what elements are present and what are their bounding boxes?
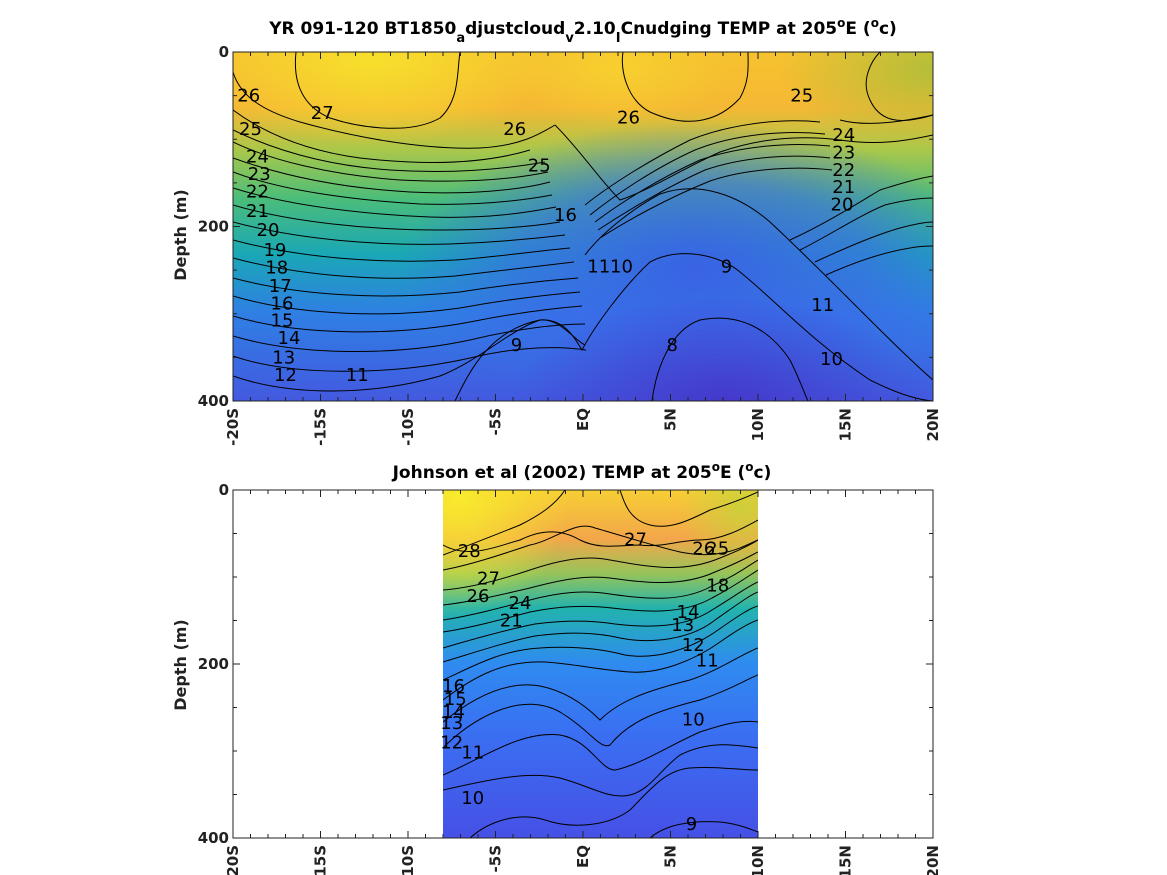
x-tick-label: 10N bbox=[749, 408, 767, 441]
contour-label: 25 bbox=[790, 86, 813, 107]
contour-label: 13 bbox=[272, 347, 295, 368]
x-tick-label: -20S bbox=[224, 408, 242, 446]
x-tick-label: EQ bbox=[574, 408, 592, 431]
contour-label: 25 bbox=[706, 538, 729, 559]
contour-label: 16 bbox=[554, 205, 577, 226]
contour-lines bbox=[443, 490, 758, 838]
contour-label: 26 bbox=[617, 107, 640, 128]
y-tick-label: 400 bbox=[198, 829, 229, 847]
contour-label: 23 bbox=[832, 142, 855, 163]
contour-label: 12 bbox=[682, 635, 705, 656]
contour-label: 13 bbox=[440, 713, 463, 734]
contour-label: 18 bbox=[706, 576, 729, 597]
x-tick-label: 15N bbox=[837, 408, 855, 441]
x-ticks: -20S -15S -10S -5S EQ 5N 10N 15N 20N 0 200 400 bbox=[198, 481, 942, 875]
x-tick-label: -15S bbox=[312, 845, 330, 875]
x-tick-label: 5N bbox=[662, 845, 680, 868]
contour-label: 24 bbox=[246, 147, 269, 168]
chart-title: YR 091-120 BT1850adjustcloudv2.10ICnudgi… bbox=[268, 16, 897, 46]
contour-label: 21 bbox=[500, 611, 523, 632]
contour-label: 13 bbox=[671, 615, 694, 636]
contour-label: 11 bbox=[696, 651, 719, 672]
x-tick-label: -5S bbox=[487, 408, 505, 435]
contour-label: 10 bbox=[610, 257, 633, 278]
contour-label: 28 bbox=[458, 541, 481, 562]
contour-label: 11 bbox=[346, 365, 369, 386]
contour-label: 11 bbox=[461, 743, 484, 764]
contour-label: 26 bbox=[237, 86, 260, 107]
chart-title: Johnson et al (2002) TEMP at 205oE (oc) bbox=[392, 460, 772, 483]
contour-label: 26 bbox=[503, 119, 526, 140]
x-tick-label: 15N bbox=[837, 845, 855, 875]
contour-label: 9 bbox=[511, 335, 522, 356]
x-tick-label: -10S bbox=[399, 845, 417, 875]
contour-label: 15 bbox=[271, 311, 294, 332]
contour-label: 22 bbox=[246, 182, 269, 203]
contour-label: 9 bbox=[721, 257, 732, 278]
contour-label: 14 bbox=[442, 702, 465, 723]
contour-label: 20 bbox=[831, 195, 854, 216]
contour-label: 24 bbox=[509, 593, 532, 614]
contour-fill bbox=[443, 490, 758, 838]
x-tick-label: -20S bbox=[224, 845, 242, 875]
y-tick-label: 0 bbox=[219, 481, 229, 499]
contour-label: 25 bbox=[528, 155, 551, 176]
contour-label: 14 bbox=[677, 602, 700, 623]
x-tick-label: -10S bbox=[399, 408, 417, 446]
y-tick-label: 400 bbox=[198, 392, 229, 410]
panel-top: YR 091-120 BT1850adjustcloudv2.10ICnudgi… bbox=[171, 16, 942, 446]
contour-label: 26 bbox=[467, 586, 490, 607]
contour-label: 23 bbox=[248, 164, 271, 185]
contour-label: 10 bbox=[682, 710, 705, 731]
contour-lines bbox=[233, 52, 933, 401]
contour-label: 15 bbox=[444, 689, 467, 710]
contour-label: 17 bbox=[269, 276, 292, 297]
contour-label: 27 bbox=[477, 569, 500, 590]
contour-label: 10 bbox=[820, 349, 843, 370]
contour-label: 25 bbox=[239, 119, 262, 140]
contour-label: 18 bbox=[265, 258, 288, 279]
contour-label: 11 bbox=[811, 295, 834, 316]
contour-label: 22 bbox=[832, 160, 855, 181]
contour-label: 24 bbox=[832, 125, 855, 146]
contour-label: 27 bbox=[624, 530, 647, 551]
panel-bottom: Johnson et al (2002) TEMP at 205oE (oc) bbox=[171, 460, 942, 875]
y-axis-label: Depth (m) bbox=[171, 189, 190, 281]
x-tick-label: -15S bbox=[312, 408, 330, 446]
contour-label: 12 bbox=[440, 732, 463, 753]
contour-label: 27 bbox=[311, 103, 334, 124]
y-axis-label: Depth (m) bbox=[171, 619, 190, 711]
x-tick-label: 10N bbox=[749, 845, 767, 875]
x-tick-label: EQ bbox=[574, 845, 592, 868]
x-tick-label: -5S bbox=[487, 845, 505, 872]
contour-label: 14 bbox=[278, 328, 301, 349]
contour-label: 16 bbox=[271, 293, 294, 314]
contour-fill bbox=[233, 52, 933, 401]
contour-label: 16 bbox=[442, 676, 465, 697]
contour-label: 9 bbox=[686, 814, 697, 835]
contour-label: 11 bbox=[587, 257, 610, 278]
x-ticks: -20S -15S -10S -5S EQ 5N 10N 15N 20N 0 200 400 bbox=[198, 43, 942, 446]
x-tick-label: 20N bbox=[924, 845, 942, 875]
contour-label: 10 bbox=[461, 788, 484, 809]
contour-label: 8 bbox=[667, 335, 678, 356]
y-tick-label: 0 bbox=[219, 43, 229, 61]
y-tick-label: 200 bbox=[198, 655, 229, 673]
contour-label: 20 bbox=[257, 220, 280, 241]
y-tick-label: 200 bbox=[198, 218, 229, 236]
contour-label: 21 bbox=[246, 201, 269, 222]
contour-label: 19 bbox=[264, 240, 287, 261]
contour-label: 12 bbox=[274, 365, 297, 386]
x-tick-label: 5N bbox=[662, 408, 680, 431]
x-tick-label: 20N bbox=[924, 408, 942, 441]
contour-label: 21 bbox=[832, 177, 855, 198]
contour-label: 26 bbox=[692, 538, 715, 559]
